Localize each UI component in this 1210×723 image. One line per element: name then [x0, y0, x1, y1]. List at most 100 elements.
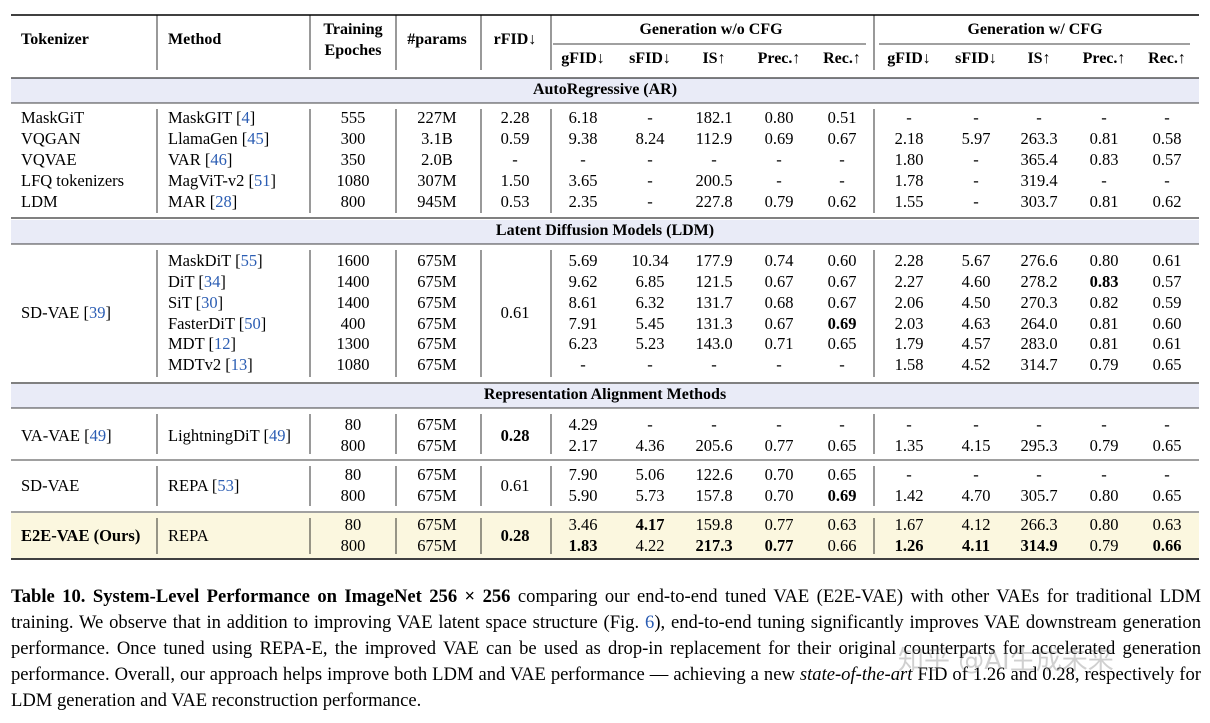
metric-cell: -	[1036, 108, 1042, 127]
section-band-ldm	[11, 220, 1199, 244]
metric-cell: 0.67	[827, 293, 857, 312]
metric-cell: 5.67	[961, 251, 991, 270]
metric-cell: -	[711, 150, 717, 169]
metric-cell: -	[776, 355, 782, 374]
metric-cell: -	[1036, 465, 1042, 484]
citation-link[interactable]: 46	[210, 150, 227, 169]
metric-cell: 2.17	[568, 436, 598, 455]
metric-cell: -	[973, 415, 979, 434]
tokenizer-cell: VQVAE	[21, 150, 77, 169]
method-cell-label: MDT	[168, 334, 205, 353]
metric-cell: 4.29	[568, 415, 598, 434]
metric-cell: 1.67	[894, 515, 924, 534]
header-epochs: Epoches	[324, 42, 382, 59]
metric-cell: 9.38	[568, 129, 598, 148]
metric-cell: 6.32	[635, 293, 665, 312]
method-cell-label: MDTv2	[168, 355, 222, 374]
citation-link[interactable]: 53	[217, 475, 234, 495]
metric-cell: 0.79	[1089, 536, 1119, 555]
rfid-cell: 0.61	[500, 475, 530, 495]
metric-cell: 112.9	[695, 129, 733, 148]
metric-cell: -	[973, 171, 979, 190]
metric-cell: 1.26	[894, 536, 924, 555]
metric-cell: 2.27	[894, 272, 924, 291]
section-band-ar	[11, 78, 1199, 103]
method-cell-label: FasterDiT	[168, 314, 235, 333]
citation-link[interactable]: 39	[89, 303, 106, 322]
tokenizer-cell: VQGAN	[21, 129, 81, 148]
metric-cell: 5.06	[635, 465, 665, 484]
metric-cell: 266.3	[1020, 515, 1058, 534]
metric-cell: 314.7	[1020, 355, 1058, 374]
params-cell: 3.1B	[421, 129, 453, 148]
citation-link[interactable]: 45	[247, 129, 264, 148]
section-band-repa	[11, 384, 1199, 408]
metric-cell: 0.66	[1152, 536, 1182, 555]
metric-cell: 0.81	[1089, 334, 1119, 353]
tokenizer-cell-label: E2E-VAE (Ours)	[21, 525, 141, 545]
metric-cell: -	[906, 415, 912, 434]
citation-link[interactable]: 49	[89, 425, 107, 445]
metric-cell: 365.4	[1020, 150, 1058, 169]
metric-cell: 0.77	[764, 536, 794, 555]
metric-cell: 4.57	[961, 334, 991, 353]
metric-cell: 0.51	[827, 108, 857, 127]
metric-cell: -	[580, 150, 586, 169]
watermark: 知乎 @AI生成未来	[898, 646, 1114, 676]
header-metric: gFID↓	[887, 50, 931, 67]
metric-cell: 295.3	[1020, 436, 1058, 455]
metric-cell: -	[711, 355, 717, 374]
citation-link[interactable]: 12	[214, 334, 231, 353]
rfid-cell: 1.50	[500, 171, 530, 190]
citation-link[interactable]: 28	[215, 192, 232, 211]
metric-cell: 5.23	[635, 334, 665, 353]
metric-cell: 205.6	[695, 436, 733, 455]
metric-cell: 1.80	[894, 150, 924, 169]
section-title-repa: Representation Alignment Methods	[483, 386, 727, 403]
epochs-cell: 1600	[336, 251, 370, 270]
metric-cell: 0.60	[827, 251, 857, 270]
caption-fig-ref[interactable]: 6	[645, 612, 655, 633]
metric-cell: 0.74	[764, 251, 794, 270]
metric-cell: 0.67	[827, 129, 857, 148]
citation-link[interactable]: 34	[203, 272, 221, 291]
metric-cell: 122.6	[695, 465, 733, 484]
params-cell: 675M	[417, 355, 457, 374]
method-cell-label: DiT	[168, 272, 195, 291]
metric-cell: 0.65	[827, 465, 857, 484]
metric-cell: 0.67	[764, 314, 794, 333]
metric-cell: 0.83	[1089, 150, 1119, 169]
citation-link[interactable]: 55	[240, 251, 258, 270]
metric-cell: 10.34	[631, 251, 669, 270]
metric-cell: 0.59	[1152, 293, 1182, 312]
rfid-cell: 0.61	[500, 303, 530, 322]
metric-cell: 0.82	[1089, 293, 1119, 312]
metric-cell: 1.58	[894, 355, 924, 374]
metric-cell: -	[839, 415, 845, 434]
params-cell: 675M	[417, 415, 457, 434]
citation-link[interactable]: 50	[244, 314, 261, 333]
tokenizer-label: SD-VAE	[21, 303, 80, 322]
metric-cell: 0.65	[827, 334, 857, 353]
citation-link[interactable]: 49	[269, 425, 286, 445]
citation-link[interactable]: 30	[201, 293, 218, 312]
rfid-cell: 0.28	[500, 525, 530, 545]
metric-cell: -	[973, 150, 979, 169]
metric-cell: 157.8	[695, 486, 733, 505]
header-metric: Rec.↑	[1148, 50, 1186, 67]
citation-link[interactable]: 51	[253, 171, 271, 190]
metric-cell: 227.8	[695, 192, 733, 211]
citation-link[interactable]: 4	[241, 108, 250, 127]
epochs-cell: 80	[344, 465, 362, 484]
metric-cell: 0.70	[764, 486, 794, 505]
header-epochs: Training	[323, 21, 383, 38]
metric-cell: 0.68	[764, 293, 794, 312]
metric-cell: -	[647, 171, 653, 190]
metric-cell: 0.67	[827, 272, 857, 291]
method-cell: REPA	[168, 526, 209, 546]
citation-link[interactable]: 13	[230, 355, 248, 374]
method-cell-label: VAR	[168, 150, 201, 169]
metric-cell: 0.63	[1152, 515, 1182, 534]
results-table: Tokenizer Method Training Epoches #params rFI…	[11, 14, 1199, 560]
tokenizer-cell: SD-VAE [39]	[21, 303, 111, 322]
